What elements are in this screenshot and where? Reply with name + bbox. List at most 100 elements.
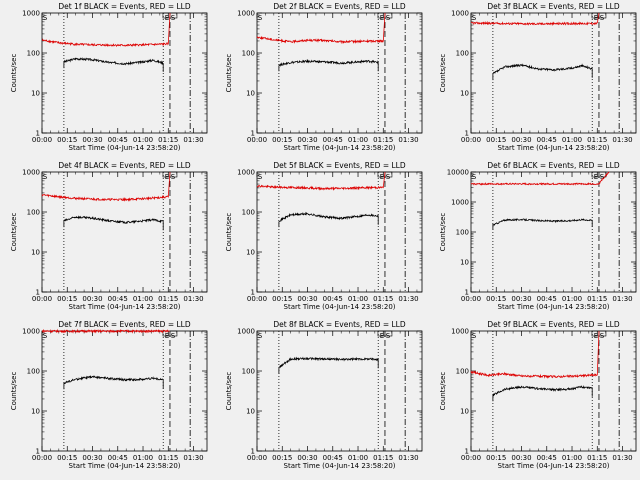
x-tick-label: 01:00 bbox=[348, 454, 368, 462]
y-tick-label: 100 bbox=[27, 368, 40, 376]
y-axis-label: Counts/sec bbox=[225, 213, 233, 252]
y-axis-label: Counts/sec bbox=[10, 213, 18, 252]
y-tick-label: 10 bbox=[31, 249, 40, 257]
panel-title: Det 1f BLACK = Events, RED = LLD bbox=[58, 2, 191, 11]
y-axis-label: Counts/sec bbox=[225, 54, 233, 93]
x-tick-label: 00:00 bbox=[32, 136, 52, 144]
y-tick-label: 10 bbox=[246, 408, 255, 416]
marker-label: S bbox=[258, 14, 263, 22]
plot-frame bbox=[41, 171, 208, 293]
series-events-line bbox=[492, 217, 593, 230]
y-tick-label: 10 bbox=[246, 90, 255, 98]
panel-det-7: Det 7f BLACK = Events, RED = LLD 1 10 100 10… bbox=[10, 320, 208, 470]
x-tick-label: 01:00 bbox=[133, 295, 153, 303]
x-tick-label: 00:45 bbox=[108, 295, 128, 303]
series-lld-line bbox=[41, 171, 171, 202]
x-tick-label: 00:45 bbox=[108, 136, 128, 144]
panel-title: Det 4f BLACK = Events, RED = LLD bbox=[58, 161, 191, 170]
y-tick-label: 1 bbox=[251, 289, 255, 297]
y-tick-label: 10 bbox=[246, 249, 255, 257]
x-tick-label: 00:30 bbox=[511, 454, 531, 462]
y-tick-label: 1000 bbox=[451, 328, 469, 336]
y-tick-label: 1000 bbox=[22, 169, 40, 177]
y-tick-label: 100 bbox=[242, 368, 255, 376]
x-tick-label: 00:15 bbox=[486, 454, 506, 462]
series-lld-line bbox=[41, 328, 170, 334]
plot-frame bbox=[470, 171, 637, 293]
panel-det-8: Det 8f BLACK = Events, RED = LLD 1 10 100 10… bbox=[225, 320, 423, 470]
y-tick-label: 1 bbox=[36, 289, 40, 297]
y-tick-label: 1 bbox=[465, 448, 469, 456]
x-tick-label: 00:45 bbox=[323, 454, 343, 462]
y-tick-label: 1 bbox=[251, 130, 255, 138]
x-tick-label: 00:45 bbox=[537, 454, 557, 462]
y-tick-label: 1000 bbox=[22, 10, 40, 18]
x-tick-label: 00:45 bbox=[323, 136, 343, 144]
x-tick-label: 00:30 bbox=[511, 136, 531, 144]
x-tick-label: 00:15 bbox=[272, 295, 292, 303]
y-tick-label: 10 bbox=[460, 259, 469, 267]
series-events-line bbox=[492, 63, 593, 81]
plot-frame bbox=[256, 330, 423, 452]
y-tick-label: 1 bbox=[36, 448, 40, 456]
x-tick-label: 00:30 bbox=[297, 295, 317, 303]
marker-box bbox=[377, 330, 393, 337]
x-tick-label: 00:00 bbox=[247, 454, 267, 462]
x-axis-label: Start Time (04-Jun-14 23:58:20) bbox=[498, 303, 610, 311]
x-axis-label: Start Time (04-Jun-14 23:58:20) bbox=[498, 144, 610, 152]
x-tick-label: 01:15 bbox=[158, 454, 178, 462]
x-tick-label: 00:30 bbox=[82, 295, 102, 303]
panel-title: Det 5f BLACK = Events, RED = LLD bbox=[273, 161, 406, 170]
x-tick-label: 01:30 bbox=[183, 295, 203, 303]
y-axis-label: Counts/sec bbox=[225, 372, 233, 411]
panel-title: Det 8f BLACK = Events, RED = LLD bbox=[273, 320, 406, 329]
y-axis-label: Counts/sec bbox=[10, 372, 18, 411]
x-tick-label: 00:45 bbox=[323, 295, 343, 303]
x-tick-label: 01:15 bbox=[373, 454, 393, 462]
x-tick-label: 00:45 bbox=[537, 136, 557, 144]
y-axis-label: Counts/sec bbox=[439, 213, 447, 252]
x-tick-label: 00:00 bbox=[32, 454, 52, 462]
series-lld-line bbox=[470, 12, 600, 27]
y-tick-label: 100 bbox=[456, 368, 469, 376]
marker-label: S bbox=[472, 332, 477, 340]
x-tick-label: 01:30 bbox=[398, 454, 418, 462]
series-events-line bbox=[278, 58, 379, 72]
panel-title: Det 7f BLACK = Events, RED = LLD bbox=[58, 320, 191, 329]
panel-det-9: Det 9f BLACK = Events, RED = LLD 1 10 100 10… bbox=[439, 320, 637, 470]
x-tick-label: 01:15 bbox=[587, 295, 607, 303]
y-tick-label: 1 bbox=[465, 130, 469, 138]
x-tick-label: 00:30 bbox=[82, 136, 102, 144]
x-tick-label: 01:30 bbox=[612, 454, 632, 462]
plot-frame bbox=[256, 12, 423, 134]
y-tick-label: 10 bbox=[460, 408, 469, 416]
x-tick-label: 00:30 bbox=[297, 454, 317, 462]
x-tick-label: 00:30 bbox=[82, 454, 102, 462]
panel-det-1: Det 1f BLACK = Events, RED = LLD 1 10 100 10… bbox=[10, 2, 208, 152]
x-tick-label: 01:15 bbox=[158, 136, 178, 144]
x-axis-label: Start Time (04-Jun-14 23:58:20) bbox=[284, 144, 396, 152]
y-tick-label: 100 bbox=[27, 209, 40, 217]
series-events-line bbox=[63, 57, 164, 72]
x-axis-label: Start Time (04-Jun-14 23:58:20) bbox=[284, 303, 396, 311]
y-tick-label: 1000 bbox=[451, 199, 469, 207]
x-tick-label: 01:15 bbox=[373, 136, 393, 144]
marker-label: S bbox=[43, 173, 48, 181]
series-events-line bbox=[492, 385, 593, 402]
x-tick-label: 01:00 bbox=[348, 295, 368, 303]
x-tick-label: 00:15 bbox=[486, 136, 506, 144]
y-tick-label: 100 bbox=[27, 50, 40, 58]
plot-frame bbox=[470, 330, 637, 452]
x-tick-label: 00:00 bbox=[461, 454, 481, 462]
x-tick-label: 01:15 bbox=[587, 136, 607, 144]
panel-det-3: Det 3f BLACK = Events, RED = LLD 1 10 100 10… bbox=[439, 2, 637, 152]
y-tick-label: 10 bbox=[31, 408, 40, 416]
x-tick-label: 00:30 bbox=[511, 295, 531, 303]
x-tick-label: 01:00 bbox=[133, 454, 153, 462]
panel-det-2: Det 2f BLACK = Events, RED = LLD 1 10 100 10… bbox=[225, 2, 423, 152]
x-tick-label: 00:45 bbox=[108, 454, 128, 462]
x-tick-label: 00:45 bbox=[537, 295, 557, 303]
series-events-line bbox=[63, 215, 164, 231]
x-axis-label: Start Time (04-Jun-14 23:58:20) bbox=[69, 303, 181, 311]
y-tick-label: 100 bbox=[456, 50, 469, 58]
